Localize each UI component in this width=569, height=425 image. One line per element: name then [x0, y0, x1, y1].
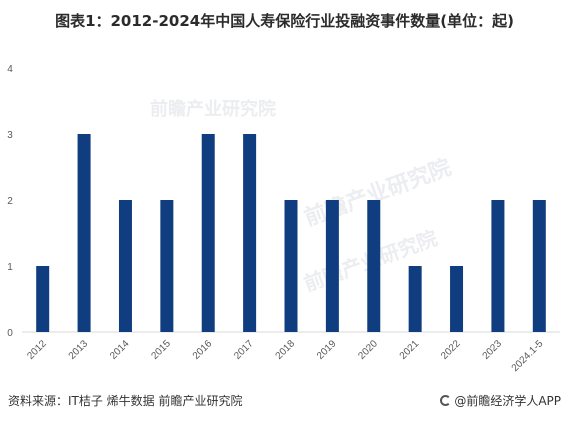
bar — [367, 200, 381, 332]
bar — [491, 200, 505, 332]
y-tick-label: 3 — [7, 130, 13, 141]
bar — [450, 266, 464, 332]
x-tick-label: 2017 — [232, 338, 256, 362]
x-tick-label: 2012 — [25, 338, 49, 362]
y-tick-label: 0 — [7, 328, 13, 339]
watermark: 前瞻产业研究院 — [150, 99, 276, 120]
bar — [77, 134, 91, 332]
x-tick-label: 2014 — [108, 338, 132, 362]
y-tick-label: 4 — [7, 64, 13, 75]
brand-logo-icon — [440, 395, 452, 406]
brand-credit: @前瞻经济学人APP — [440, 392, 561, 409]
bar — [118, 200, 132, 332]
x-tick-label: 2019 — [315, 338, 339, 362]
x-tick-label: 2022 — [439, 338, 463, 362]
bar — [325, 200, 339, 332]
bar — [160, 200, 174, 332]
bar — [408, 266, 422, 332]
bar — [532, 200, 546, 332]
x-tick-label: 2024.1-5 — [510, 338, 546, 374]
x-tick-label: 2013 — [67, 338, 91, 362]
source-note: 资料来源：IT桔子 烯牛数据 前瞻产业研究院 — [8, 394, 243, 408]
chart-title: 图表1：2012-2024年中国人寿保险行业投融资事件数量(单位：起) — [55, 12, 514, 30]
x-tick-label: 2023 — [481, 338, 505, 362]
y-tick-label: 2 — [7, 196, 13, 207]
x-tick-label: 2020 — [356, 338, 380, 362]
brand-label: @前瞻经济学人APP — [454, 394, 561, 408]
x-tick-label: 2021 — [398, 338, 422, 362]
bar — [36, 266, 50, 332]
x-tick-label: 2018 — [274, 338, 298, 362]
x-tick-label: 2016 — [191, 338, 215, 362]
bar — [284, 200, 298, 332]
x-tick-label: 2015 — [149, 338, 173, 362]
bar — [243, 134, 257, 332]
y-tick-label: 1 — [7, 262, 13, 273]
bar — [201, 134, 215, 332]
